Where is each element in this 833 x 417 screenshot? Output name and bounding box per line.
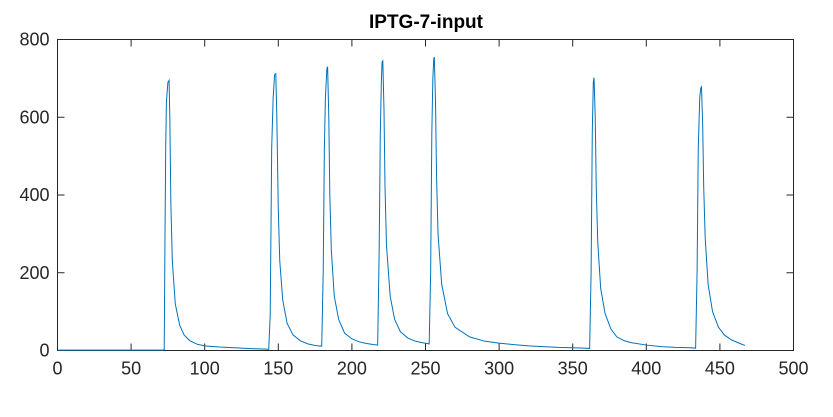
x-tick-label: 100 <box>190 359 220 379</box>
x-tick-label: 200 <box>337 359 367 379</box>
x-tick-label: 250 <box>410 359 440 379</box>
plot-area <box>57 39 794 351</box>
y-tick-label: 400 <box>19 185 49 205</box>
x-tick-label: 150 <box>263 359 293 379</box>
y-tick-label: 0 <box>39 341 49 361</box>
y-tick-label: 600 <box>19 107 49 127</box>
chart-title: IPTG-7-input <box>369 12 484 33</box>
axis-tick-labels: 0 50 100 150 200 250 300 350 400 450 500 0 200 400 600… <box>19 30 808 379</box>
x-tick-label: 400 <box>631 359 661 379</box>
x-tick-label: 50 <box>121 359 141 379</box>
y-tick-label: 800 <box>19 30 49 50</box>
x-tick-label: 350 <box>558 359 588 379</box>
x-tick-label: 500 <box>778 359 808 379</box>
x-tick-label: 0 <box>52 359 62 379</box>
x-tick-label: 450 <box>705 359 735 379</box>
x-tick-label: 300 <box>484 359 514 379</box>
y-tick-label: 200 <box>19 263 49 283</box>
series-line <box>57 56 746 351</box>
